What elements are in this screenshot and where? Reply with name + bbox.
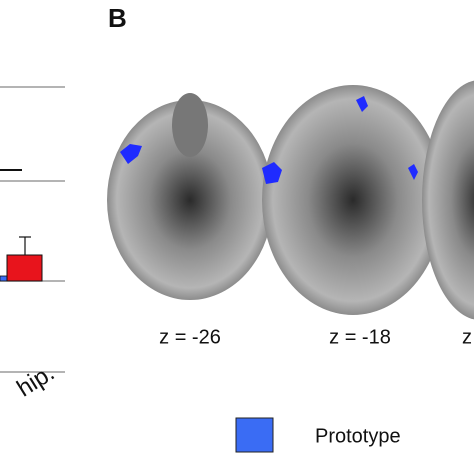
- legend-label: Prototype: [315, 425, 401, 447]
- legend-swatch: [235, 417, 274, 453]
- slice-label: z = -26: [159, 326, 221, 348]
- bar: [0, 275, 8, 282]
- slice-label: z: [462, 326, 472, 348]
- brain-slice: [422, 80, 474, 320]
- activation: [356, 96, 368, 112]
- panel-label: B: [108, 3, 127, 33]
- brain-slice: [107, 100, 273, 300]
- bar: [6, 254, 43, 282]
- brain-slices: [107, 80, 474, 320]
- activation: [262, 162, 282, 184]
- brain-slice: [262, 85, 444, 315]
- panel-a-fragment: hip.: [0, 86, 65, 402]
- activation: [408, 164, 418, 180]
- slice-label: z = -18: [329, 326, 391, 348]
- brain-slice: [172, 93, 208, 157]
- x-axis-label: hip.: [12, 359, 59, 402]
- activation: [120, 144, 142, 164]
